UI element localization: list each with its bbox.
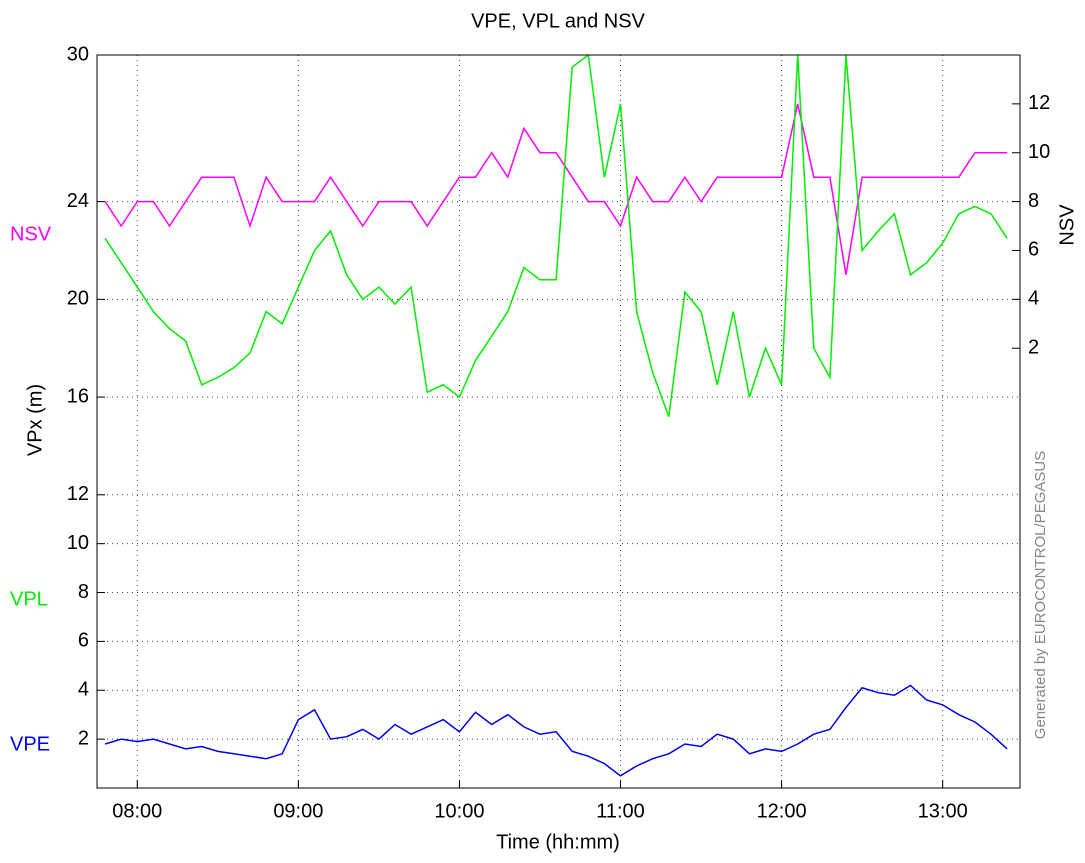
y-tick-label: 16 — [67, 385, 89, 407]
plot-area — [97, 55, 1020, 788]
series-line — [104, 55, 1008, 417]
series-label: NSV — [10, 223, 52, 245]
y-tick-label: 20 — [67, 288, 89, 310]
y-tick-label: 24 — [67, 190, 89, 212]
x-tick-label: 09:00 — [273, 800, 323, 822]
y-axis-label: VPx (m) — [24, 384, 46, 456]
y2-tick-label: 4 — [1028, 288, 1039, 310]
y2-tick-label: 2 — [1028, 336, 1039, 358]
series-line — [104, 684, 1008, 777]
y2-tick-label: 10 — [1028, 141, 1050, 163]
y-tick-label: 8 — [78, 581, 89, 603]
x-axis-label: Time (hh:mm) — [496, 831, 620, 853]
series-label: VPE — [10, 733, 50, 755]
y2-axis-label: NSV — [1056, 204, 1078, 246]
x-tick-label: 08:00 — [112, 800, 162, 822]
y-tick-label: 10 — [67, 532, 89, 554]
x-tick-label: 13:00 — [918, 800, 968, 822]
plot-frame — [96, 54, 1021, 789]
plot-lines — [104, 55, 1008, 777]
x-tick-label: 10:00 — [434, 800, 484, 822]
series-label: VPL — [10, 588, 48, 610]
watermark: Generated by EUROCONTROL/PEGASUS — [1032, 451, 1049, 739]
y-tick-label: 4 — [78, 679, 89, 701]
y-tick-label: 30 — [67, 43, 89, 65]
y-tick-label: 6 — [78, 630, 89, 652]
series-line — [104, 103, 1008, 276]
y2-tick-label: 6 — [1028, 239, 1039, 261]
y-tick-label: 12 — [67, 483, 89, 505]
chart-title: VPE, VPL and NSV — [471, 10, 645, 32]
y2-tick-label: 12 — [1028, 92, 1050, 114]
x-tick-label: 12:00 — [757, 800, 807, 822]
y-tick-label: 2 — [78, 727, 89, 749]
x-tick-label: 11:00 — [596, 800, 645, 822]
y2-tick-label: 8 — [1028, 190, 1039, 212]
